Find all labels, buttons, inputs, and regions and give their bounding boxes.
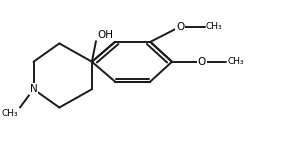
Text: CH₃: CH₃ (228, 57, 244, 66)
Text: O: O (198, 57, 206, 67)
Text: N: N (30, 84, 37, 94)
Text: CH₃: CH₃ (206, 22, 223, 31)
Text: CH₃: CH₃ (2, 109, 19, 118)
Text: O: O (176, 22, 184, 32)
Text: OH: OH (97, 30, 113, 40)
